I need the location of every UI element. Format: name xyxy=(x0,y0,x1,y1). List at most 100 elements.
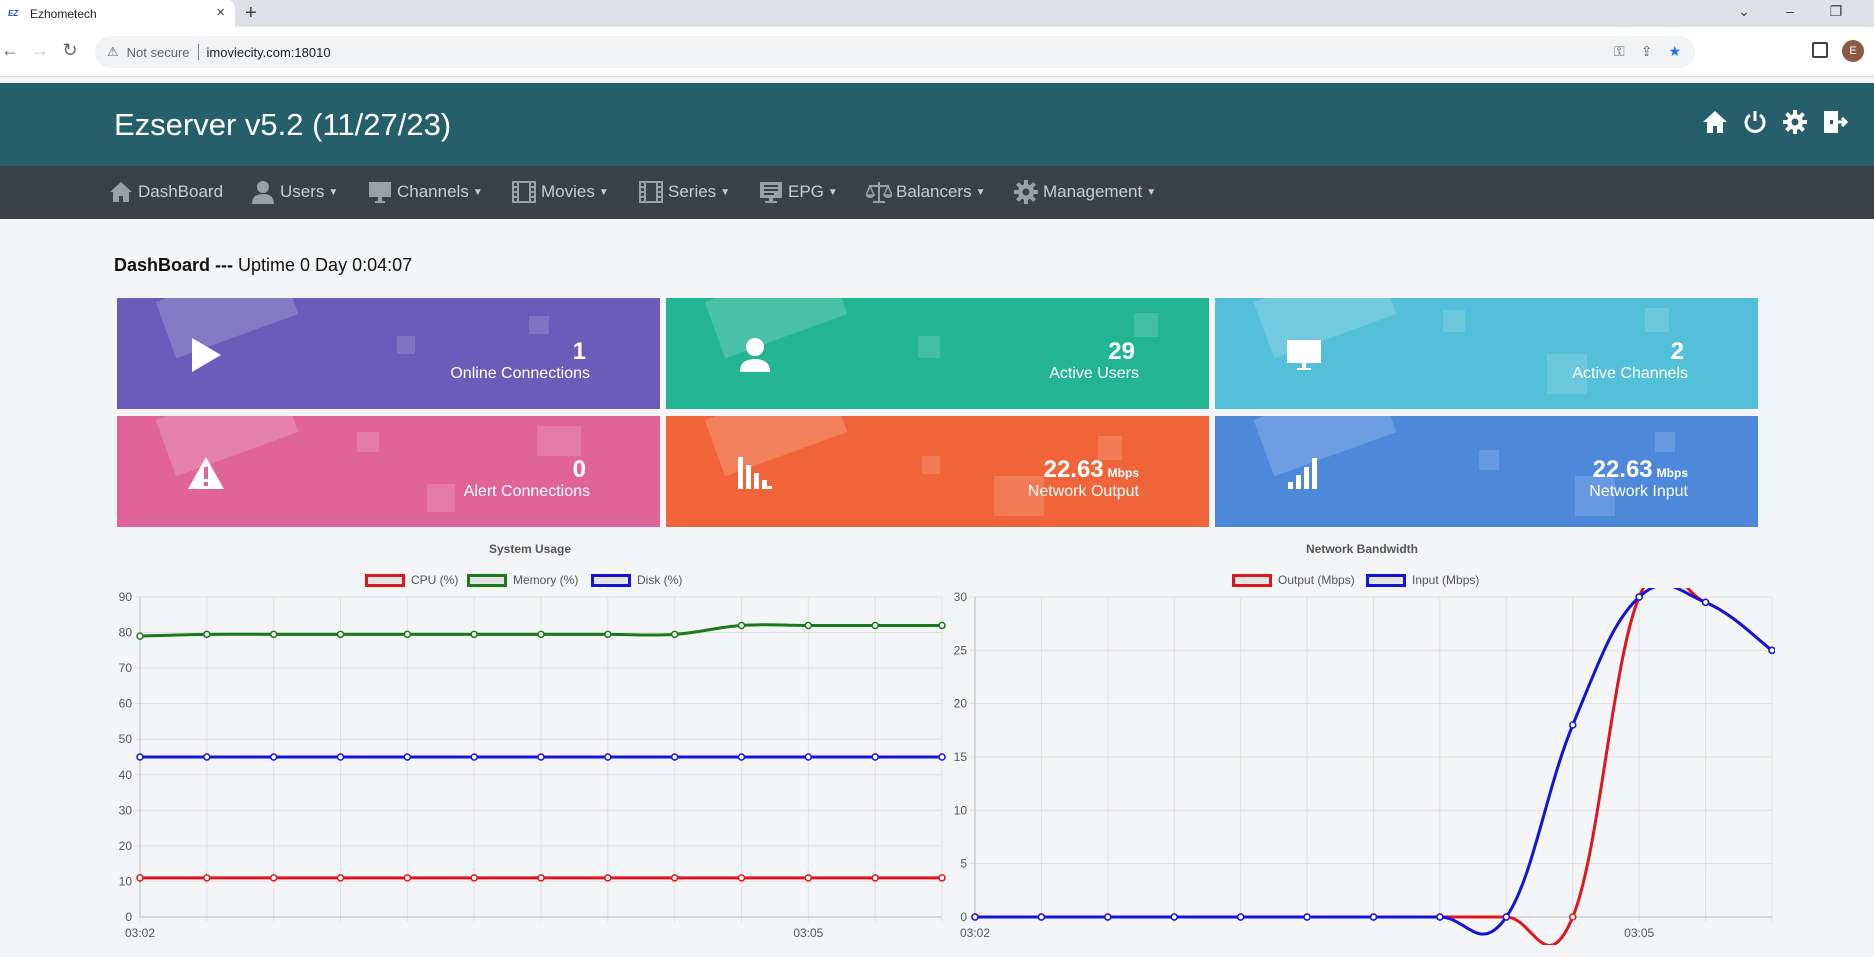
power-icon[interactable] xyxy=(1742,109,1768,135)
y-tick-label: 50 xyxy=(119,732,133,746)
minimize-icon[interactable]: – xyxy=(1786,3,1794,19)
data-point xyxy=(136,632,144,640)
film-icon xyxy=(511,179,537,205)
y-tick-label: 60 xyxy=(119,697,133,711)
close-tab-icon[interactable]: × xyxy=(216,4,225,21)
signal-up-icon xyxy=(1283,452,1325,494)
bookmark-star-icon[interactable]: ★ xyxy=(1668,43,1681,59)
legend-swatch xyxy=(365,573,405,587)
card-active-users[interactable]: 29 Active Users xyxy=(666,298,1209,409)
y-tick-label: 30 xyxy=(119,803,133,817)
data-point xyxy=(804,621,813,630)
nav-users[interactable]: Users ▼ xyxy=(250,179,338,205)
key-icon[interactable]: ⚿ xyxy=(1614,43,1625,59)
data-point xyxy=(737,753,746,761)
gear-icon xyxy=(1013,179,1039,205)
side-panel-icon[interactable] xyxy=(1812,42,1828,58)
data-point xyxy=(537,630,545,639)
nav-channels[interactable]: Channels ▼ xyxy=(367,179,483,205)
x-tick-label: 03:05 xyxy=(1624,926,1654,940)
main-nav: DashBoard Users ▼ Channels ▼ Movies ▼ Serie… xyxy=(0,166,1874,219)
caret-down-icon: ▼ xyxy=(328,186,339,198)
card-active-channels[interactable]: 2 Active Channels xyxy=(1215,298,1758,409)
url-text[interactable]: imoviecity.com:18010 xyxy=(206,44,331,60)
data-point xyxy=(269,874,278,882)
data-point xyxy=(737,621,746,630)
nav-management[interactable]: Management ▼ xyxy=(1013,179,1156,205)
home-icon[interactable] xyxy=(1702,109,1728,135)
data-point xyxy=(971,913,979,921)
restore-icon[interactable]: ❐ xyxy=(1829,3,1843,19)
legend-swatch xyxy=(1232,573,1272,587)
forward-icon[interactable]: → xyxy=(31,40,49,60)
signal-down-icon xyxy=(734,452,776,494)
legend-output[interactable]: Output (Mbps) xyxy=(1232,573,1355,587)
card-alert-connections[interactable]: 0 Alert Connections xyxy=(117,416,660,527)
card-value-number: 22.63 xyxy=(1592,456,1653,483)
y-tick-label: 25 xyxy=(954,643,968,657)
caret-down-icon: ▼ xyxy=(975,186,986,198)
legend-input[interactable]: Input (Mbps) xyxy=(1366,573,1479,587)
data-point xyxy=(269,630,278,639)
data-point xyxy=(203,753,211,761)
nav-label: Management xyxy=(1043,182,1143,201)
legend-disk[interactable]: Disk (%) xyxy=(591,573,682,587)
card-value-number: 2 xyxy=(1670,338,1684,365)
data-point xyxy=(470,874,478,882)
card-decoration xyxy=(1443,310,1465,332)
card-online-connections[interactable]: 1 Online Connections xyxy=(117,298,660,409)
data-point xyxy=(1170,913,1178,921)
legend-cpu[interactable]: CPU (%) xyxy=(365,573,458,587)
card-decoration xyxy=(537,426,581,456)
card-decoration xyxy=(427,484,455,512)
nav-epg[interactable]: EPG ▼ xyxy=(758,179,838,205)
reload-icon[interactable]: ↻ xyxy=(62,40,78,60)
divider xyxy=(197,44,199,60)
nav-label: Balancers xyxy=(896,182,972,201)
home-icon xyxy=(108,179,134,205)
address-bar: ← → ↻ ⚠ Not secure imoviecity.com:18010 … xyxy=(0,27,1874,77)
card-value-number: 22.63 xyxy=(1043,456,1104,483)
browser-tab[interactable]: EZ Ezhometech × xyxy=(0,0,235,27)
card-network-input[interactable]: 22.63 Mbps Network Input xyxy=(1215,416,1758,527)
data-point xyxy=(336,753,345,761)
card-label: Online Connections xyxy=(450,365,590,382)
card-value-number: 29 xyxy=(1108,338,1135,365)
caret-down-icon: ▼ xyxy=(472,186,483,198)
nav-movies[interactable]: Movies ▼ xyxy=(511,179,609,205)
card-decoration xyxy=(1098,436,1122,460)
nav-balancers[interactable]: Balancers ▼ xyxy=(866,179,986,205)
card-decoration xyxy=(155,416,299,477)
back-icon[interactable]: ← xyxy=(1,40,19,60)
x-tick-label: 03:02 xyxy=(960,926,990,940)
data-point xyxy=(269,753,278,761)
gear-icon[interactable] xyxy=(1782,109,1808,135)
warning-icon[interactable]: ⚠ xyxy=(107,44,119,59)
card-value: 0 xyxy=(573,456,590,484)
y-tick-label: 5 xyxy=(960,857,967,871)
chart-title-network-bandwidth: Network Bandwidth xyxy=(1305,542,1418,556)
legend-memory[interactable]: Memory (%) xyxy=(467,573,578,587)
share-icon[interactable]: ⇪ xyxy=(1640,43,1653,59)
tab-search-icon[interactable]: ⌄ xyxy=(1738,3,1750,19)
app-title: Ezserver v5.2 (11/27/23) xyxy=(114,107,452,142)
nav-series[interactable]: Series ▼ xyxy=(638,179,730,205)
uptime-text: Uptime 0 Day 0:04:07 xyxy=(238,255,413,275)
nav-dashboard[interactable]: DashBoard xyxy=(108,179,223,205)
data-point xyxy=(537,874,545,882)
avatar[interactable]: E xyxy=(1842,40,1864,62)
x-tick-label: 03:05 xyxy=(793,926,823,940)
new-tab-icon[interactable]: + xyxy=(245,2,257,24)
data-point xyxy=(804,753,813,761)
card-decoration xyxy=(1645,308,1669,332)
security-label[interactable]: Not secure xyxy=(126,44,190,60)
film-icon xyxy=(638,179,664,205)
card-label: Network Output xyxy=(1027,483,1139,500)
nav-label: Users xyxy=(280,182,325,201)
card-decoration xyxy=(1547,354,1587,394)
data-point xyxy=(1569,721,1577,729)
card-value: 22.63 Mbps xyxy=(1044,456,1139,484)
logout-icon[interactable] xyxy=(1822,109,1848,135)
card-network-output[interactable]: 22.63 Mbps Network Output xyxy=(666,416,1209,527)
omnibox[interactable]: ⚠ Not secure imoviecity.com:18010 ⚿ ⇪ ★ xyxy=(95,36,1695,68)
